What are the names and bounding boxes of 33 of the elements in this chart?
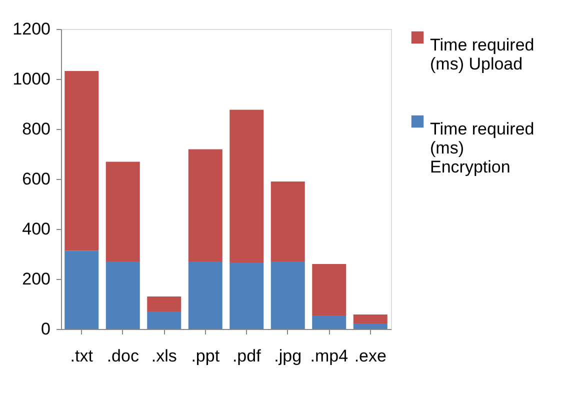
bar [353,314,388,324]
bar [106,162,140,262]
bar [270,262,305,329]
y-tick-label: 600 [22,170,50,188]
x-tick-label: .pdf [232,346,262,366]
bar [147,312,182,329]
x-tick-label: .doc [106,346,140,366]
x-tick-label: .exe [354,346,386,366]
bar [270,182,305,262]
bar [188,149,222,262]
bar [64,250,99,329]
bar [312,264,346,316]
legend-label: Time required (ms) Encryption [430,120,534,176]
x-tick-label: .txt [70,346,94,366]
y-tick-label: 800 [22,120,50,138]
y-tick-label: 1200 [12,20,50,38]
x-tick-label: .xls [151,346,177,366]
y-tick-label: 400 [22,220,50,238]
bar [106,262,140,329]
bar [147,296,182,312]
legend-label: Time required (ms) Upload [430,36,534,74]
bar [230,110,264,262]
bar [64,71,99,251]
y-tick-label: 1000 [12,70,50,88]
x-tick-label: .mp4 [310,346,348,366]
y-tick-label: 200 [22,270,50,288]
bar [188,262,222,329]
bar [230,262,264,329]
x-tick-label: .jpg [274,346,302,366]
bar [312,316,346,329]
bar [353,324,388,329]
y-tick-label: 0 [41,320,50,338]
x-tick-label: .ppt [191,346,220,366]
